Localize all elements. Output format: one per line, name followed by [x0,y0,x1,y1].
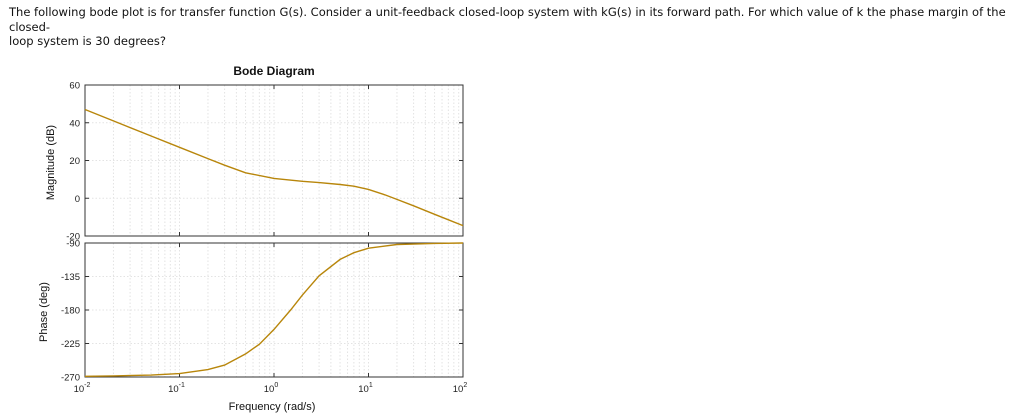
y-tick-label: -270 [61,373,80,384]
y-tick-label: 0 [75,194,80,205]
question-line-2: loop system is 30 degrees? [9,34,166,48]
x-tick-label: 102 [453,382,468,395]
phase-series-line [84,242,464,377]
y-tick-label: 60 [69,81,80,92]
magnitude-series-group [84,108,464,227]
magnitude-axis-label: Magnitude (dB) [45,125,57,200]
phase-series-group [84,242,464,377]
chart-title: Bode Diagram [233,64,314,78]
magnitude-ticks: -20 0 20 40 60 [66,81,463,243]
y-tick-label: 20 [69,156,80,167]
y-tick-label: -135 [61,272,80,283]
x-tick-label: 10-1 [168,382,185,395]
magnitude-grid [84,84,463,237]
x-tick-label: 101 [358,382,373,395]
y-tick-label: -90 [66,239,80,250]
phase-ticks: -270 -225 -180 -135 -90 [61,239,463,384]
x-tick-label: 10-2 [74,382,91,395]
question-text: The following bode plot is for transfer … [9,5,1009,49]
question-line-1: The following bode plot is for transfer … [9,5,1006,34]
phase-grid [84,242,463,378]
frequency-axis-label: Frequency (rad/s) [229,401,316,413]
x-tick-label: 100 [264,382,279,395]
y-tick-label: 40 [69,118,80,129]
magnitude-series-line [84,108,464,227]
phase-axis-label: Phase (deg) [38,282,50,342]
frequency-ticks: 10-2 10-1 100 101 102 [74,85,468,395]
y-tick-label: -225 [61,339,80,350]
y-tick-label: -20 [66,232,80,243]
y-tick-label: -180 [61,306,80,317]
